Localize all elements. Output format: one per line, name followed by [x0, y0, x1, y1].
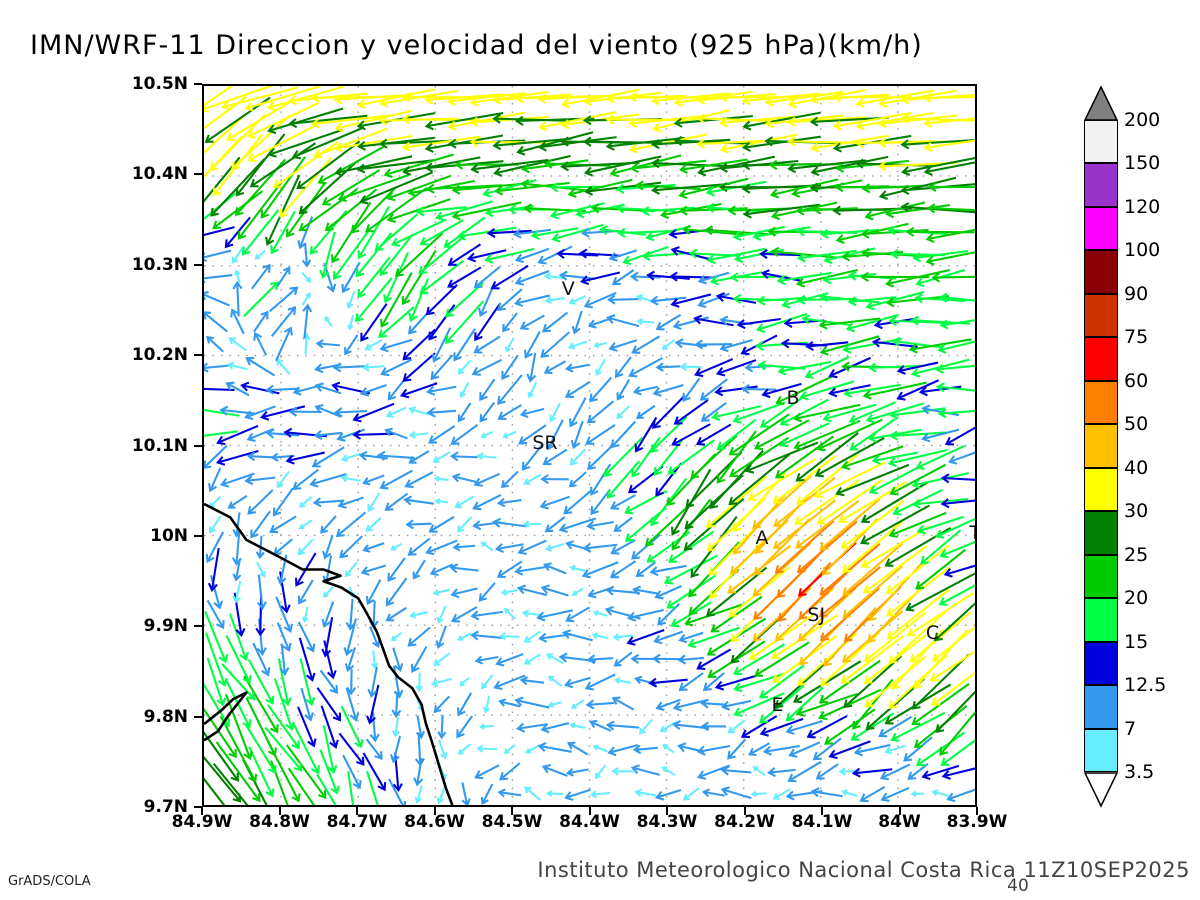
y-tick-label: 9.9N: [143, 616, 188, 637]
colorbar-bottom-arrow: [1084, 772, 1118, 808]
y-tick-mark: [194, 444, 202, 447]
grads-watermark: GrADS/COLA: [8, 874, 91, 889]
reference-vector-label: 40: [1007, 876, 1029, 896]
x-tick-mark: [898, 807, 901, 815]
footer-institute: Instituto Meteorologico Nacional Costa R…: [537, 858, 1190, 882]
x-tick-label: 83.9W: [946, 812, 1008, 832]
x-tick-mark: [433, 807, 436, 815]
colorbar-cell[interactable]: [1084, 641, 1118, 686]
colorbar-cell[interactable]: [1084, 293, 1118, 338]
y-tick-label: 10.5N: [131, 74, 188, 94]
colorbar-cell[interactable]: [1084, 467, 1118, 512]
colorbar-tick-label: 15: [1124, 630, 1149, 653]
colorbar-tick-label: 12.5: [1124, 674, 1167, 697]
colorbar-cell[interactable]: [1084, 554, 1118, 599]
x-tick-label: 84.2W: [714, 812, 775, 832]
colorbar-cell[interactable]: [1084, 424, 1118, 468]
y-axis: 10.5N 10.4N 10.3N 10.2N 10.1N 10N 9.9N 9.8N 9.7N: [0, 0, 202, 900]
colorbar-cell[interactable]: [1084, 337, 1118, 381]
y-tick-mark: [194, 354, 202, 357]
x-tick-label: 84W: [878, 812, 921, 832]
colorbar-cell[interactable]: [1084, 250, 1118, 294]
y-tick-mark: [194, 173, 202, 176]
colorbar-tick-label: 200: [1124, 109, 1161, 131]
colorbar-cell[interactable]: [1084, 598, 1118, 642]
x-tick-label: 84.1W: [791, 812, 853, 832]
colorbar-tick-label: 40: [1124, 456, 1149, 479]
y-tick-mark: [194, 263, 202, 266]
colorbar-cell[interactable]: [1084, 685, 1118, 729]
y-tick-mark: [194, 806, 202, 808]
colorbar-tick-label: 30: [1124, 500, 1149, 523]
y-tick-label: 10N: [150, 525, 188, 546]
colorbar-cell[interactable]: [1084, 380, 1118, 425]
x-tick-label: 84.4W: [559, 812, 620, 832]
colorbar-tick-label: 60: [1124, 369, 1149, 392]
y-tick-label: 10.1N: [131, 435, 188, 456]
colorbar-cell[interactable]: [1084, 206, 1118, 251]
x-tick-label: 84.5W: [481, 812, 543, 832]
y-tick-label: 10.3N: [131, 254, 188, 275]
colorbar-tick-label: 50: [1124, 413, 1149, 436]
x-tick-mark: [743, 807, 746, 815]
colorbar-tick-label: 150: [1124, 152, 1161, 175]
y-tick-mark: [194, 83, 202, 85]
colorbar-cell[interactable]: [1084, 120, 1118, 164]
x-tick-mark: [356, 807, 358, 815]
x-tick-label: 84.9W: [171, 812, 233, 832]
colorbar-legend[interactable]: 200 150 120 100 90 75 60 50 40 30 25 20 15 12.5 7 3.5: [1084, 86, 1166, 808]
colorbar-cell[interactable]: [1084, 511, 1118, 555]
coastline: [204, 502, 454, 805]
colorbar-tick-label: 3.5: [1124, 761, 1155, 783]
y-tick-label: 9.8N: [143, 706, 188, 727]
colorbar-tick-label: 20: [1124, 587, 1149, 610]
x-tick-mark: [588, 807, 591, 815]
x-tick-mark: [821, 807, 823, 815]
y-tick-label: 9.7N: [143, 797, 188, 817]
y-tick-label: 10.2N: [131, 345, 188, 366]
x-tick-label: 84.7W: [326, 812, 388, 832]
page-title: IMN/WRF-11 Direccion y velocidad del vie…: [30, 30, 923, 61]
x-tick-mark: [201, 807, 203, 815]
colorbar-tick-label: 7: [1124, 717, 1137, 740]
colorbar-top-arrow: [1084, 86, 1118, 121]
wind-vector-plot[interactable]: VSRBASJCET: [202, 84, 977, 807]
colorbar-tick-label: 75: [1124, 326, 1149, 349]
x-tick-mark: [976, 807, 978, 815]
colorbar-tick-label: 25: [1124, 543, 1149, 566]
x-tick-label: 84.8W: [249, 812, 310, 832]
x-tick-label: 84.3W: [636, 812, 698, 832]
y-tick-mark: [194, 625, 202, 628]
colorbar-tick-label: 120: [1124, 195, 1161, 218]
x-tick-mark: [278, 807, 281, 815]
colorbar-cell[interactable]: [1084, 163, 1118, 207]
y-tick-label: 10.4N: [131, 164, 188, 185]
wind-vector-field: [204, 86, 975, 805]
x-tick-mark: [511, 807, 513, 815]
x-tick-label: 84.6W: [404, 812, 465, 832]
y-tick-mark: [194, 715, 202, 718]
colorbar-cell[interactable]: [1084, 728, 1118, 772]
y-tick-mark: [194, 534, 202, 537]
colorbar-tick-label: 100: [1124, 239, 1161, 262]
colorbar-tick-label: 90: [1124, 282, 1149, 305]
x-tick-mark: [666, 807, 668, 815]
